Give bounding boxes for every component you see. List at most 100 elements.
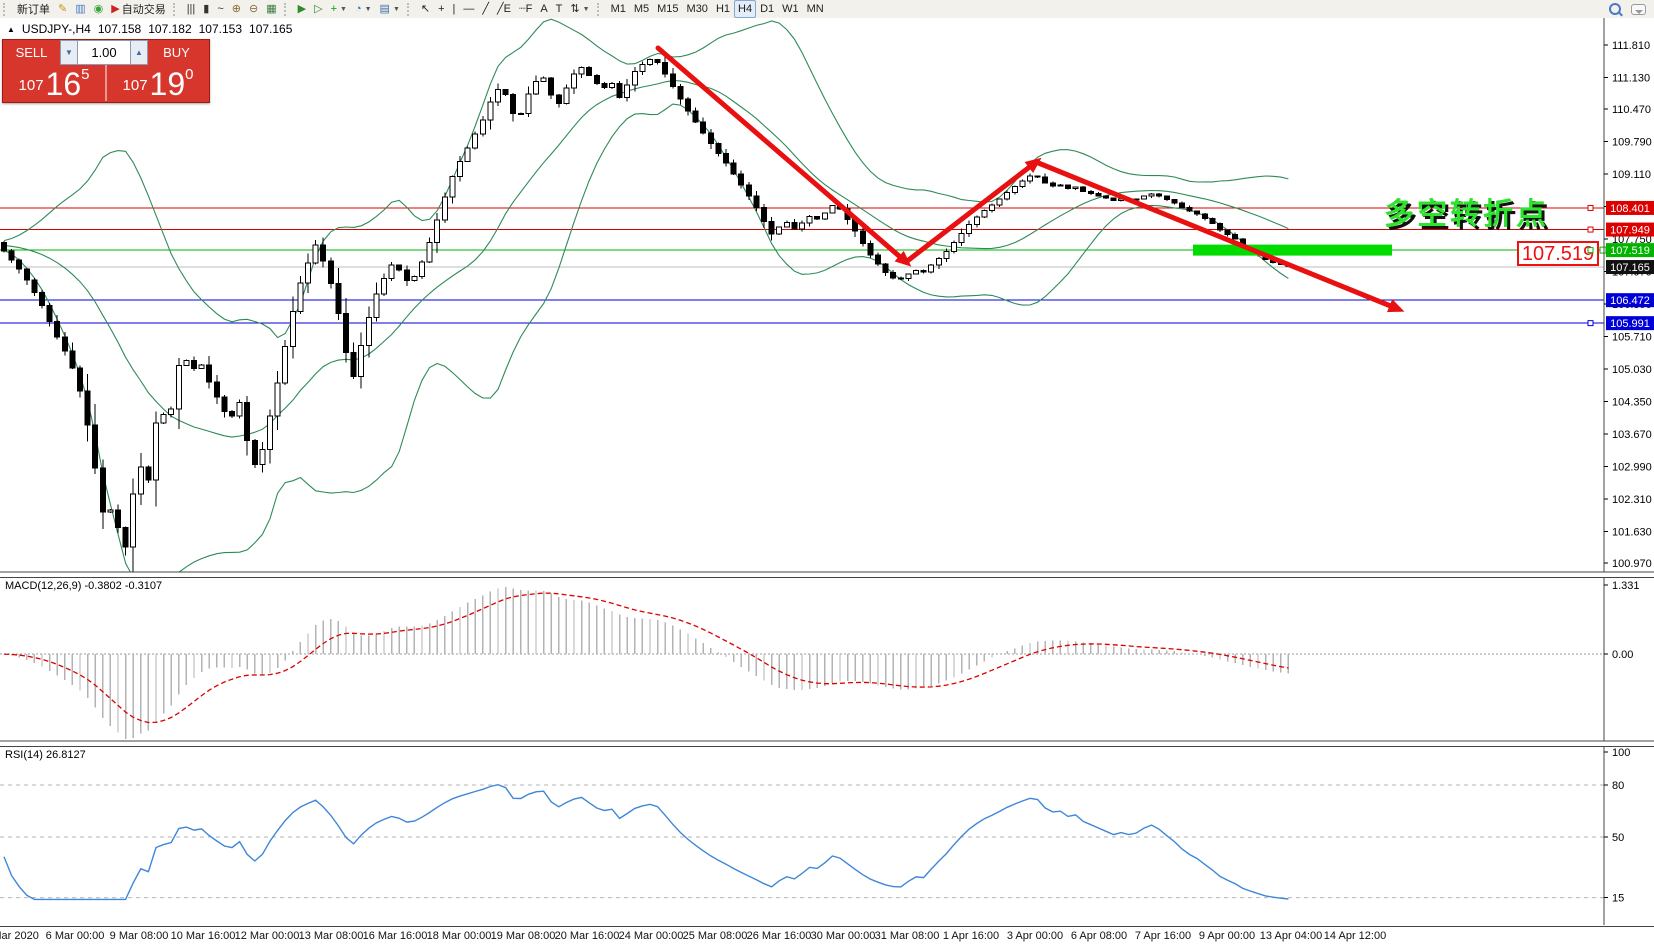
dropdown-arrow-icon[interactable]: ▼ xyxy=(582,5,590,13)
sell-price-big: 16 xyxy=(45,66,82,102)
collapse-arrow-icon[interactable]: ▲ xyxy=(7,24,15,34)
volume-increase-button[interactable]: ▲ xyxy=(130,40,148,65)
sell-price-sup: 5 xyxy=(81,66,90,83)
zoom-in-icon: ⊕ xyxy=(231,3,241,15)
toolbar-grip xyxy=(283,2,290,16)
text-label-button[interactable]: T xyxy=(552,0,567,18)
horizontal-lines xyxy=(0,207,1604,324)
price-tick-label: 111.130 xyxy=(1612,73,1650,85)
metaeditor-icon: ✎ xyxy=(58,3,68,15)
date-label: 31 Mar 08:00 xyxy=(874,930,940,942)
dropdown-arrow-icon[interactable]: ▼ xyxy=(340,5,347,13)
template-button[interactable]: ▤ ▼ xyxy=(376,0,404,18)
timeframe-D1[interactable]: D1 xyxy=(760,3,775,15)
quote-close: 107.165 xyxy=(249,22,293,36)
new-order-button[interactable]: 新订单 xyxy=(17,4,50,16)
buy-button[interactable]: BUY xyxy=(148,40,205,65)
signals-button[interactable]: ◉ xyxy=(90,0,108,18)
timeframe-M15[interactable]: M15 xyxy=(657,3,679,15)
trend-arrow-line[interactable] xyxy=(655,45,909,265)
toolbar-grip xyxy=(406,2,413,16)
trend-arrow-line[interactable] xyxy=(1033,159,1401,312)
price-badge xyxy=(1606,260,1654,275)
crosshair-button[interactable]: + xyxy=(434,0,448,18)
market-watch-button[interactable]: ▥ xyxy=(71,0,89,18)
quote-open: 107.158 xyxy=(97,22,142,36)
sell-price[interactable]: 107 16 5 xyxy=(3,65,105,101)
autotrading-button[interactable]: ▶ 自动交易 xyxy=(107,0,169,18)
sell-button[interactable]: SELL xyxy=(3,40,60,65)
date-label: 9 Apr 00:00 xyxy=(1198,930,1256,942)
volume-decrease-button[interactable]: ▼ xyxy=(60,40,78,65)
add-indicator-icon: + xyxy=(330,3,337,15)
timeframe-M1[interactable]: M1 xyxy=(610,3,626,15)
fibonacci-button[interactable]: ┈F xyxy=(515,0,536,18)
line-handle[interactable] xyxy=(1587,320,1594,327)
one-click-trading-panel: SELL ▼ ▲ BUY 107 16 5 107 19 0 xyxy=(2,39,210,103)
line-chart-button[interactable]: ~ xyxy=(213,0,227,18)
periods-clock-button[interactable]: ◔ ▼ xyxy=(351,0,376,18)
rsi-tick-label: 80 xyxy=(1612,780,1624,792)
horizontal-line-button[interactable]: — xyxy=(459,0,478,18)
bollinger-upper-band xyxy=(3,18,1289,339)
annotation-text[interactable]: 多空转折点 xyxy=(1384,198,1549,231)
chart-shift-button[interactable]: ▷ xyxy=(310,0,326,18)
timeframe-M5[interactable]: M5 xyxy=(633,3,650,15)
timeframe-M30[interactable]: M30 xyxy=(686,3,708,15)
trend-arrow-line[interactable] xyxy=(903,159,1039,265)
arrows-button[interactable]: ⇅ ▼ xyxy=(566,0,593,18)
crosshair-icon: + xyxy=(438,3,445,15)
trend-arrows[interactable] xyxy=(655,45,1405,313)
chat-icon[interactable] xyxy=(1631,3,1646,15)
volume-input[interactable] xyxy=(78,40,130,65)
trendline-button[interactable]: ╱ xyxy=(478,0,493,18)
price-tick-label: 109.110 xyxy=(1612,169,1651,181)
timeframe-MN[interactable]: MN xyxy=(806,3,824,15)
rsi-canvas[interactable]: 100 80 50 15 xyxy=(0,746,1654,926)
dropdown-arrow-icon[interactable]: ▼ xyxy=(364,5,372,13)
callout-anchor-handle[interactable] xyxy=(1599,246,1607,254)
add-indicator-button[interactable]: + ▼ xyxy=(327,0,351,18)
arrowhead xyxy=(1387,299,1405,313)
candlestick-button[interactable]: ▮ xyxy=(199,0,213,18)
price-tick-label: 103.670 xyxy=(1612,429,1652,441)
date-label: 10 Mar 16:00 xyxy=(170,930,236,942)
toolbar-grip xyxy=(172,2,179,16)
auto-scroll-button[interactable]: ▶ xyxy=(294,0,310,18)
price-callout-box[interactable] xyxy=(1517,241,1599,266)
dropdown-arrow-icon[interactable]: ▼ xyxy=(392,5,400,13)
tile-windows-icon: ▦ xyxy=(266,3,277,15)
channel-button[interactable]: ╱E xyxy=(493,0,515,18)
line-handle[interactable] xyxy=(1587,247,1594,254)
line-handle[interactable] xyxy=(1587,204,1594,211)
buy-price[interactable]: 107 19 0 xyxy=(107,65,209,101)
macd-tick-label: -1.5997 xyxy=(1612,740,1649,742)
price-badge xyxy=(1606,316,1654,331)
metaeditor-button[interactable]: ✎ xyxy=(54,0,71,18)
price-badge-label: 106.472 xyxy=(1610,295,1650,307)
price-badge-label: 108.401 xyxy=(1610,203,1650,215)
cursor-button[interactable]: ↖ xyxy=(417,0,434,18)
macd-canvas[interactable]: 1.331 0.00 -1.5997 xyxy=(0,577,1654,742)
bollinger-middle-band xyxy=(3,80,1289,438)
timeframe-H4[interactable]: H4 xyxy=(734,0,757,18)
price-badge xyxy=(1606,222,1654,237)
bar-chart-button[interactable]: ||| xyxy=(183,0,200,18)
annotation-text[interactable]: 多空转折点 xyxy=(1387,201,1552,234)
vertical-line-button[interactable]: | xyxy=(449,0,460,18)
line-handle[interactable] xyxy=(1587,226,1594,233)
price-badge-label: 107.949 xyxy=(1610,225,1650,237)
date-label: 14 Apr 12:00 xyxy=(1323,930,1387,942)
chart-shift-icon: ▷ xyxy=(314,3,323,15)
zoom-in-button[interactable]: ⊕ xyxy=(228,0,245,18)
tile-windows-button[interactable]: ▦ xyxy=(262,0,280,18)
highlight-rectangle[interactable] xyxy=(1193,244,1392,256)
timeframe-W1[interactable]: W1 xyxy=(782,3,799,15)
main-chart-canvas[interactable]: 多空转折点多空转折点107.519111.810111.130110.47010… xyxy=(0,18,1654,573)
toolbar-grip xyxy=(596,2,603,16)
zoom-out-button[interactable]: ⊖ xyxy=(245,0,262,18)
search-icon[interactable] xyxy=(1609,3,1621,15)
text-button[interactable]: A xyxy=(536,0,551,18)
timeframe-H1[interactable]: H1 xyxy=(715,3,730,15)
